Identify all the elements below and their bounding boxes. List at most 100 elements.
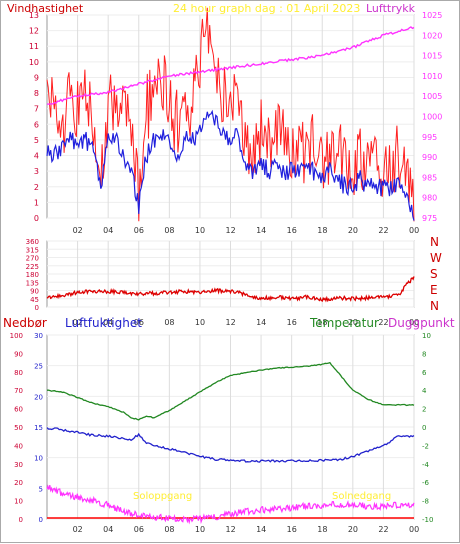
temperature-y-tick-6: 6 bbox=[422, 369, 427, 377]
humidity-y-tick-5: 5 bbox=[39, 485, 43, 493]
rain-y-tick-90: 90 bbox=[14, 350, 23, 358]
wind-x-tick-08: 08 bbox=[164, 226, 174, 235]
dir-y-tick-90: 90 bbox=[30, 288, 39, 296]
pressure-y-tick-1020: 1020 bbox=[422, 31, 442, 40]
humidity-y-tick-10: 10 bbox=[34, 455, 43, 463]
temperature-y-tick--10: -10 bbox=[422, 516, 433, 524]
wind-x-tick-20: 20 bbox=[348, 226, 358, 235]
pressure-y-tick-990: 990 bbox=[422, 153, 437, 162]
wind-x-tick-22: 22 bbox=[378, 226, 388, 235]
rain-y-tick-80: 80 bbox=[14, 369, 23, 377]
dir-x-tick-14: 14 bbox=[256, 318, 266, 327]
rain-y-tick-0: 0 bbox=[19, 516, 23, 524]
weather-x-tick-08: 08 bbox=[164, 525, 174, 534]
rain-y-tick-60: 60 bbox=[14, 406, 23, 414]
dir-label-n-bottom: N bbox=[430, 299, 439, 313]
dir-y-tick-270: 270 bbox=[26, 255, 39, 263]
rain-y-tick-100: 100 bbox=[10, 332, 23, 340]
dir-x-tick-06: 06 bbox=[134, 318, 144, 327]
dir-y-tick-360: 360 bbox=[26, 238, 39, 246]
sunrise-label: Soloppgang bbox=[133, 491, 192, 502]
pressure-y-tick-1000: 1000 bbox=[422, 113, 442, 122]
dir-label-s: S bbox=[430, 267, 438, 281]
dir-x-tick-12: 12 bbox=[226, 318, 236, 327]
wind-gust-line bbox=[46, 7, 415, 222]
wind-y-tick-10: 10 bbox=[29, 58, 39, 67]
dir-x-tick-08: 08 bbox=[164, 318, 174, 327]
rain-y-tick-10: 10 bbox=[14, 498, 23, 506]
dir-y-tick-0: 0 bbox=[35, 304, 39, 312]
dir-label-n-top: N bbox=[430, 235, 439, 249]
direction-line bbox=[46, 276, 415, 303]
dir-y-tick-45: 45 bbox=[30, 296, 39, 304]
pressure-y-tick-975: 975 bbox=[422, 214, 437, 223]
weather-x-tick-14: 14 bbox=[256, 525, 266, 534]
weather-x-tick-04: 04 bbox=[103, 525, 113, 534]
direction-series bbox=[46, 276, 415, 303]
rain-y-tick-50: 50 bbox=[14, 424, 23, 432]
dir-label-w: W bbox=[430, 251, 442, 265]
wind-average-line bbox=[46, 109, 415, 221]
dir-label-e: E bbox=[430, 283, 438, 297]
wind-y-tick-9: 9 bbox=[34, 73, 39, 82]
weather-x-tick-18: 18 bbox=[317, 525, 327, 534]
wind-x-tick-00: 00 bbox=[409, 226, 419, 235]
wind-y-tick-1: 1 bbox=[34, 198, 39, 207]
dewpoint-axis-label: Duggpunkt bbox=[388, 316, 455, 330]
pressure-y-tick-995: 995 bbox=[422, 133, 437, 142]
wind-series bbox=[46, 7, 415, 222]
weather-x-tick-20: 20 bbox=[348, 525, 358, 534]
dir-x-tick-18: 18 bbox=[317, 318, 327, 327]
humidity-y-tick-20: 20 bbox=[34, 393, 43, 401]
temperature-y-tick-10: 10 bbox=[422, 332, 431, 340]
wind-y-tick-7: 7 bbox=[34, 105, 39, 114]
wind-y-tick-11: 11 bbox=[29, 42, 39, 51]
weather-x-tick-02: 02 bbox=[73, 525, 83, 534]
weather-series bbox=[46, 361, 415, 525]
humidity-y-tick-30: 30 bbox=[34, 332, 43, 340]
humidity-y-tick-15: 15 bbox=[34, 424, 43, 432]
temperature-y-tick--6: -6 bbox=[422, 479, 430, 487]
wind-y-tick-3: 3 bbox=[34, 167, 39, 176]
wind-y-tick-4: 4 bbox=[34, 152, 39, 161]
dir-y-tick-180: 180 bbox=[26, 271, 39, 279]
pressure-y-tick-985: 985 bbox=[422, 173, 437, 182]
pressure-y-tick-1005: 1005 bbox=[422, 92, 442, 101]
dir-y-tick-315: 315 bbox=[26, 246, 39, 254]
rain-y-tick-30: 30 bbox=[14, 461, 23, 469]
direction-grid bbox=[47, 240, 415, 308]
weather-grid bbox=[47, 334, 415, 520]
dir-x-tick-22: 22 bbox=[378, 318, 388, 327]
wind-x-tick-14: 14 bbox=[256, 226, 266, 235]
weather-x-tick-16: 16 bbox=[287, 525, 297, 534]
pressure-y-tick-980: 980 bbox=[422, 194, 437, 203]
dir-x-tick-10: 10 bbox=[195, 318, 205, 327]
dir-x-tick-04: 04 bbox=[103, 318, 113, 327]
wind-x-tick-12: 12 bbox=[226, 226, 236, 235]
temperature-y-tick-8: 8 bbox=[422, 350, 426, 358]
weather-x-tick-12: 12 bbox=[226, 525, 236, 534]
pressure-line bbox=[46, 26, 415, 105]
sunset-label: Solnedgang bbox=[332, 491, 391, 502]
temperature-y-tick--4: -4 bbox=[422, 461, 430, 469]
pressure-y-tick-1010: 1010 bbox=[422, 72, 442, 81]
temperature-y-tick--2: -2 bbox=[422, 442, 429, 450]
wind-speed-axis-label: Vindhastighet bbox=[7, 2, 84, 15]
temperature-y-tick--8: -8 bbox=[422, 498, 429, 506]
dewpoint-line bbox=[46, 484, 415, 525]
wind-x-tick-02: 02 bbox=[73, 226, 83, 235]
temperature-y-tick-2: 2 bbox=[422, 406, 426, 414]
humidity-y-tick-0: 0 bbox=[39, 516, 43, 524]
wind-y-tick-6: 6 bbox=[34, 120, 39, 129]
dir-y-tick-225: 225 bbox=[26, 263, 39, 271]
dir-y-tick-135: 135 bbox=[26, 279, 39, 287]
dir-x-tick-20: 20 bbox=[348, 318, 358, 327]
wind-x-tick-10: 10 bbox=[195, 226, 205, 235]
dir-x-tick-02: 02 bbox=[73, 318, 83, 327]
weather-x-tick-10: 10 bbox=[195, 525, 205, 534]
graph-title: 24 hour graph dag : 01 April 2023 bbox=[173, 2, 360, 15]
wind-x-tick-18: 18 bbox=[317, 226, 327, 235]
wind-y-tick-8: 8 bbox=[34, 89, 39, 98]
